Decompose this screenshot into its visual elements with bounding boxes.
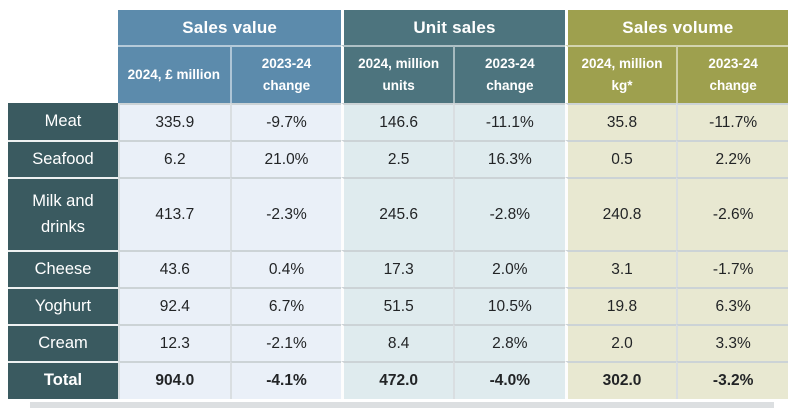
row-header-meat: Meat bbox=[8, 103, 118, 140]
cell-meat-volume-change: -11.7% bbox=[676, 103, 788, 140]
row-header-yoghurt: Yoghurt bbox=[8, 287, 118, 324]
cell-meat-unit-sales: 146.6 bbox=[341, 103, 453, 140]
cell-cream-sales-value: 12.3 bbox=[118, 324, 230, 361]
cell-yoghurt-volume: 19.8 bbox=[564, 287, 677, 324]
column-group-sales-volume: Sales volume bbox=[564, 10, 788, 45]
cell-milk-unit-sales: 245.6 bbox=[341, 177, 453, 250]
cell-cheese-sales-value-change: 0.4% bbox=[229, 250, 342, 287]
column-group-unit-sales: Unit sales bbox=[341, 10, 565, 45]
cell-milk-volume-change: -2.6% bbox=[676, 177, 788, 250]
row-header-milk-and-drinks: Milk and drinks bbox=[8, 177, 118, 250]
row-header-cream: Cream bbox=[8, 324, 118, 361]
subheader-sales-value-2024: 2024, £ million bbox=[118, 45, 230, 103]
cell-cheese-sales-value: 43.6 bbox=[118, 250, 230, 287]
cell-cream-sales-value-change: -2.1% bbox=[229, 324, 342, 361]
cell-total-volume-change: -3.2% bbox=[676, 361, 788, 399]
cell-total-sales-value-change: -4.1% bbox=[229, 361, 342, 399]
cell-total-sales-value: 904.0 bbox=[118, 361, 230, 399]
sales-data-table: Sales value Unit sales Sales volume 2024… bbox=[8, 10, 788, 408]
cell-seafood-sales-value-change: 21.0% bbox=[229, 140, 342, 177]
table-grid: Sales value Unit sales Sales volume 2024… bbox=[8, 10, 788, 399]
cell-cheese-unit-sales: 17.3 bbox=[341, 250, 453, 287]
cell-meat-sales-value: 335.9 bbox=[118, 103, 230, 140]
table-corner-blank bbox=[8, 10, 118, 103]
cell-meat-volume: 35.8 bbox=[564, 103, 677, 140]
cell-meat-unit-sales-change: -11.1% bbox=[452, 103, 565, 140]
cell-yoghurt-sales-value: 92.4 bbox=[118, 287, 230, 324]
subheader-sales-value-change: 2023-24 change bbox=[229, 45, 342, 103]
cell-milk-sales-value-change: -2.3% bbox=[229, 177, 342, 250]
subheader-sales-volume-2024: 2024, million kg* bbox=[564, 45, 677, 103]
row-header-total: Total bbox=[8, 361, 118, 399]
cell-seafood-volume: 0.5 bbox=[564, 140, 677, 177]
cell-milk-unit-sales-change: -2.8% bbox=[452, 177, 565, 250]
table-shadow bbox=[30, 402, 774, 408]
cell-milk-sales-value: 413.7 bbox=[118, 177, 230, 250]
cell-seafood-unit-sales: 2.5 bbox=[341, 140, 453, 177]
row-header-cheese: Cheese bbox=[8, 250, 118, 287]
subheader-unit-sales-2024: 2024, million units bbox=[341, 45, 453, 103]
cell-total-volume: 302.0 bbox=[564, 361, 677, 399]
cell-seafood-volume-change: 2.2% bbox=[676, 140, 788, 177]
row-header-seafood: Seafood bbox=[8, 140, 118, 177]
cell-total-unit-sales-change: -4.0% bbox=[452, 361, 565, 399]
cell-yoghurt-unit-sales: 51.5 bbox=[341, 287, 453, 324]
cell-cream-volume: 2.0 bbox=[564, 324, 677, 361]
cell-yoghurt-sales-value-change: 6.7% bbox=[229, 287, 342, 324]
cell-cream-unit-sales-change: 2.8% bbox=[452, 324, 565, 361]
subheader-sales-volume-change: 2023-24 change bbox=[676, 45, 788, 103]
subheader-unit-sales-change: 2023-24 change bbox=[452, 45, 565, 103]
cell-total-unit-sales: 472.0 bbox=[341, 361, 453, 399]
cell-yoghurt-unit-sales-change: 10.5% bbox=[452, 287, 565, 324]
column-group-sales-value: Sales value bbox=[118, 10, 342, 45]
cell-meat-sales-value-change: -9.7% bbox=[229, 103, 342, 140]
cell-milk-volume: 240.8 bbox=[564, 177, 677, 250]
cell-seafood-sales-value: 6.2 bbox=[118, 140, 230, 177]
cell-cream-unit-sales: 8.4 bbox=[341, 324, 453, 361]
cell-seafood-unit-sales-change: 16.3% bbox=[452, 140, 565, 177]
cell-yoghurt-volume-change: 6.3% bbox=[676, 287, 788, 324]
cell-cream-volume-change: 3.3% bbox=[676, 324, 788, 361]
cell-cheese-volume: 3.1 bbox=[564, 250, 677, 287]
cell-cheese-volume-change: -1.7% bbox=[676, 250, 788, 287]
cell-cheese-unit-sales-change: 2.0% bbox=[452, 250, 565, 287]
